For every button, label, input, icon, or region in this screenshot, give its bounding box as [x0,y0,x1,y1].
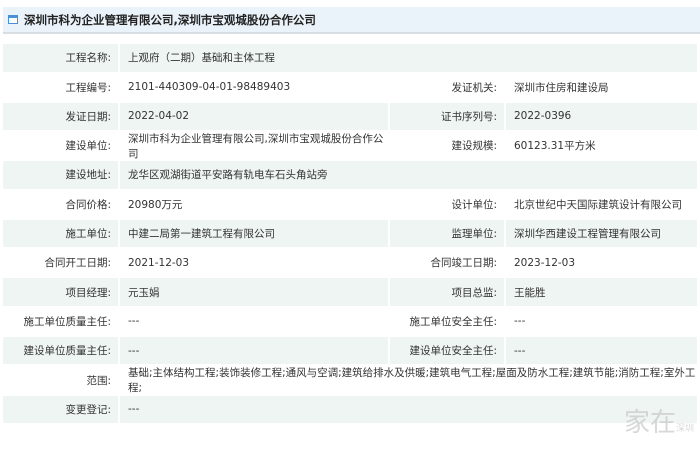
table-row: 工程名称: 上观府（二期）基础和主体工程 [3,44,697,72]
table-row: 建设单位: 深圳市科为企业管理有限公司,深圳市宝观城股份合作公司 建设规模: 6012… [3,132,697,160]
field-value: 元玉娟 [120,278,388,306]
table-row: 建设单位质量主任: --- 建设单位安全主任: --- [3,336,697,365]
field-value: 2023-12-03 [514,256,576,269]
field-label: 变更登记: [3,395,118,424]
table-row: 范围: 基础;主体结构工程;装饰装修工程;通风与空调;建筑给排水及供暖;建筑电气工… [3,366,697,394]
table-row: 施工单位: 中建二局第一建筑工程有限公司 监理单位: 深圳华西建设工程管理有限公司 [3,219,697,248]
field-value: 20980万元 [128,198,183,211]
section-header: 深圳市科为企业管理有限公司,深圳市宝观城股份合作公司 [3,7,700,34]
field-value: 60123.31平方米 [514,140,596,153]
field-label: 证书序列号: [390,102,504,131]
field-label: 施工单位质量主任: [23,315,111,328]
section-title: 深圳市科为企业管理有限公司,深圳市宝观城股份合作公司 [24,12,316,27]
field-label: 范围: [86,374,111,387]
field-label: 合同开工日期: [44,257,111,270]
table-row: 合同价格: 20980万元 设计单位: 北京世纪中天国际建筑设计有限公司 [3,190,697,218]
field-label: 建设规模: [451,140,497,153]
field-label: 设计单位: [451,198,497,211]
table-row: 变更登记: --- [3,395,697,424]
field-value: --- [128,315,140,328]
field-label: 发证机关: [451,81,497,94]
field-value: 龙华区观湖街道平安路有轨电车石头角站旁 [120,161,697,189]
field-value: 北京世纪中天国际建筑设计有限公司 [514,198,682,211]
field-value: 王能胜 [506,278,697,306]
field-label: 监理单位: [390,219,504,248]
field-label: 建设单位质量主任: [3,336,118,365]
field-value: --- [506,336,697,365]
field-label: 合同竣工日期: [430,257,497,270]
field-value: 上观府（二期）基础和主体工程 [120,44,697,72]
field-label: 项目经理: [3,278,118,306]
info-table: 工程名称: 上观府（二期）基础和主体工程 工程编号: 2101-440309-04-0… [3,44,697,425]
field-value: 基础;主体结构工程;装饰装修工程;通风与空调;建筑给排水及供暖;建筑电气工程;屋… [128,367,696,395]
field-value: --- [120,395,697,424]
table-row: 发证日期: 2022-04-02 证书序列号: 2022-0396 [3,102,697,131]
watermark-logo: 家在深圳 [623,408,694,438]
table-row: 施工单位质量主任: --- 施工单位安全主任: --- [3,308,697,336]
field-label: 建设单位: [65,140,111,153]
table-row: 合同开工日期: 2021-12-03 合同竣工日期: 2023-12-03 [3,249,697,277]
field-value: 2021-12-03 [128,256,190,269]
field-value: 深圳市科为企业管理有限公司,深圳市宝观城股份合作公司 [128,132,384,160]
field-value: 深圳市住房和建设局 [514,81,609,94]
field-value: 中建二局第一建筑工程有限公司 [120,219,388,248]
table-row: 建设地址: 龙华区观湖街道平安路有轨电车石头角站旁 [3,161,697,189]
field-label: 建设地址: [3,161,118,189]
field-label: 施工单位安全主任: [409,315,497,328]
field-label: 建设单位安全主任: [390,336,504,365]
field-value: 2101-440309-04-01-98489403 [128,81,291,94]
field-label: 发证日期: [3,102,118,131]
window-icon [8,15,18,24]
field-label: 项目总监: [390,278,504,306]
field-label: 工程名称: [3,44,118,72]
field-value: 深圳华西建设工程管理有限公司 [506,219,697,248]
table-row: 项目经理: 元玉娟 项目总监: 王能胜 [3,278,697,306]
field-value: --- [514,315,526,328]
table-row: 工程编号: 2101-440309-04-01-98489403 发证机关: 深圳市住… [3,73,697,101]
field-label: 工程编号: [65,81,111,94]
field-label: 施工单位: [3,219,118,248]
field-value: 2022-04-02 [120,102,388,131]
field-label: 合同价格: [65,198,111,211]
field-value: --- [120,336,388,365]
field-value: 2022-0396 [506,102,697,131]
